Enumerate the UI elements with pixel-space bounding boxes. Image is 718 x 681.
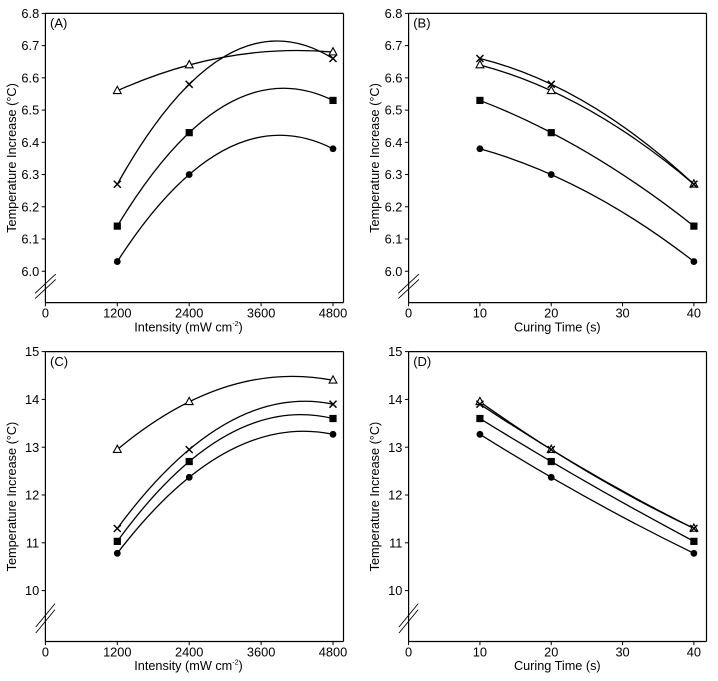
svg-text:6.4: 6.4 <box>21 135 39 150</box>
svg-text:(D): (D) <box>413 354 431 369</box>
svg-text:11: 11 <box>389 535 402 550</box>
svg-text:Curing Time (s): Curing Time (s) <box>514 659 601 673</box>
svg-text:Temperature Increase (°C): Temperature Increase (°C) <box>368 422 382 572</box>
svg-text:0: 0 <box>42 644 49 659</box>
svg-text:40: 40 <box>687 306 701 321</box>
svg-text:6.4: 6.4 <box>385 135 403 150</box>
svg-text:Temperature Increase (°C): Temperature Increase (°C) <box>368 83 382 233</box>
svg-text:15: 15 <box>25 344 39 359</box>
svg-text:2400: 2400 <box>175 306 203 321</box>
svg-text:6.0: 6.0 <box>21 264 39 279</box>
svg-text:30: 30 <box>615 644 629 659</box>
svg-text:10: 10 <box>473 306 487 321</box>
svg-text:12: 12 <box>25 488 39 503</box>
svg-text:6.5: 6.5 <box>385 103 403 118</box>
svg-text:6.2: 6.2 <box>385 199 403 214</box>
svg-text:2400: 2400 <box>175 644 203 659</box>
svg-text:6.1: 6.1 <box>385 232 403 247</box>
svg-text:0: 0 <box>42 306 49 321</box>
svg-text:30: 30 <box>615 306 629 321</box>
svg-text:20: 20 <box>544 644 558 659</box>
svg-text:Temperature Increase (°C): Temperature Increase (°C) <box>5 83 19 233</box>
svg-text:6.3: 6.3 <box>385 167 403 182</box>
svg-text:11: 11 <box>26 535 39 550</box>
svg-text:10: 10 <box>388 583 402 598</box>
svg-text:6.1: 6.1 <box>21 232 39 247</box>
svg-text:0: 0 <box>405 306 412 321</box>
svg-text:6.6: 6.6 <box>21 70 39 85</box>
svg-text:4800: 4800 <box>319 306 347 321</box>
svg-text:40: 40 <box>687 644 701 659</box>
svg-text:6.5: 6.5 <box>21 103 39 118</box>
svg-text:6.2: 6.2 <box>21 199 39 214</box>
svg-text:12: 12 <box>388 488 402 503</box>
svg-text:10: 10 <box>473 644 487 659</box>
svg-text:14: 14 <box>25 392 39 407</box>
svg-text:1200: 1200 <box>103 644 131 659</box>
svg-text:(C): (C) <box>50 354 68 369</box>
svg-text:3600: 3600 <box>247 644 275 659</box>
svg-text:6.0: 6.0 <box>385 264 403 279</box>
svg-text:6.8: 6.8 <box>21 6 39 21</box>
svg-text:13: 13 <box>25 440 39 455</box>
svg-text:6.3: 6.3 <box>21 167 39 182</box>
svg-text:Curing Time (s): Curing Time (s) <box>514 320 601 334</box>
svg-text:20: 20 <box>544 306 558 321</box>
svg-text:(B): (B) <box>413 16 430 31</box>
svg-text:6.6: 6.6 <box>385 70 403 85</box>
svg-text:Intensity (mW cm-2): Intensity (mW cm-2) <box>134 320 242 334</box>
svg-text:6.7: 6.7 <box>385 38 403 53</box>
svg-text:4800: 4800 <box>319 644 347 659</box>
svg-text:(A): (A) <box>50 16 67 31</box>
svg-text:3600: 3600 <box>247 306 275 321</box>
svg-text:6.8: 6.8 <box>385 6 403 21</box>
svg-text:Intensity (mW cm-2): Intensity (mW cm-2) <box>134 659 242 673</box>
svg-text:Temperature Increase (°C): Temperature Increase (°C) <box>5 422 19 572</box>
svg-text:10: 10 <box>25 583 39 598</box>
svg-text:6.7: 6.7 <box>21 38 39 53</box>
svg-text:13: 13 <box>388 440 402 455</box>
svg-text:15: 15 <box>388 344 402 359</box>
svg-text:1200: 1200 <box>103 306 131 321</box>
svg-text:0: 0 <box>405 644 412 659</box>
svg-text:14: 14 <box>388 392 402 407</box>
